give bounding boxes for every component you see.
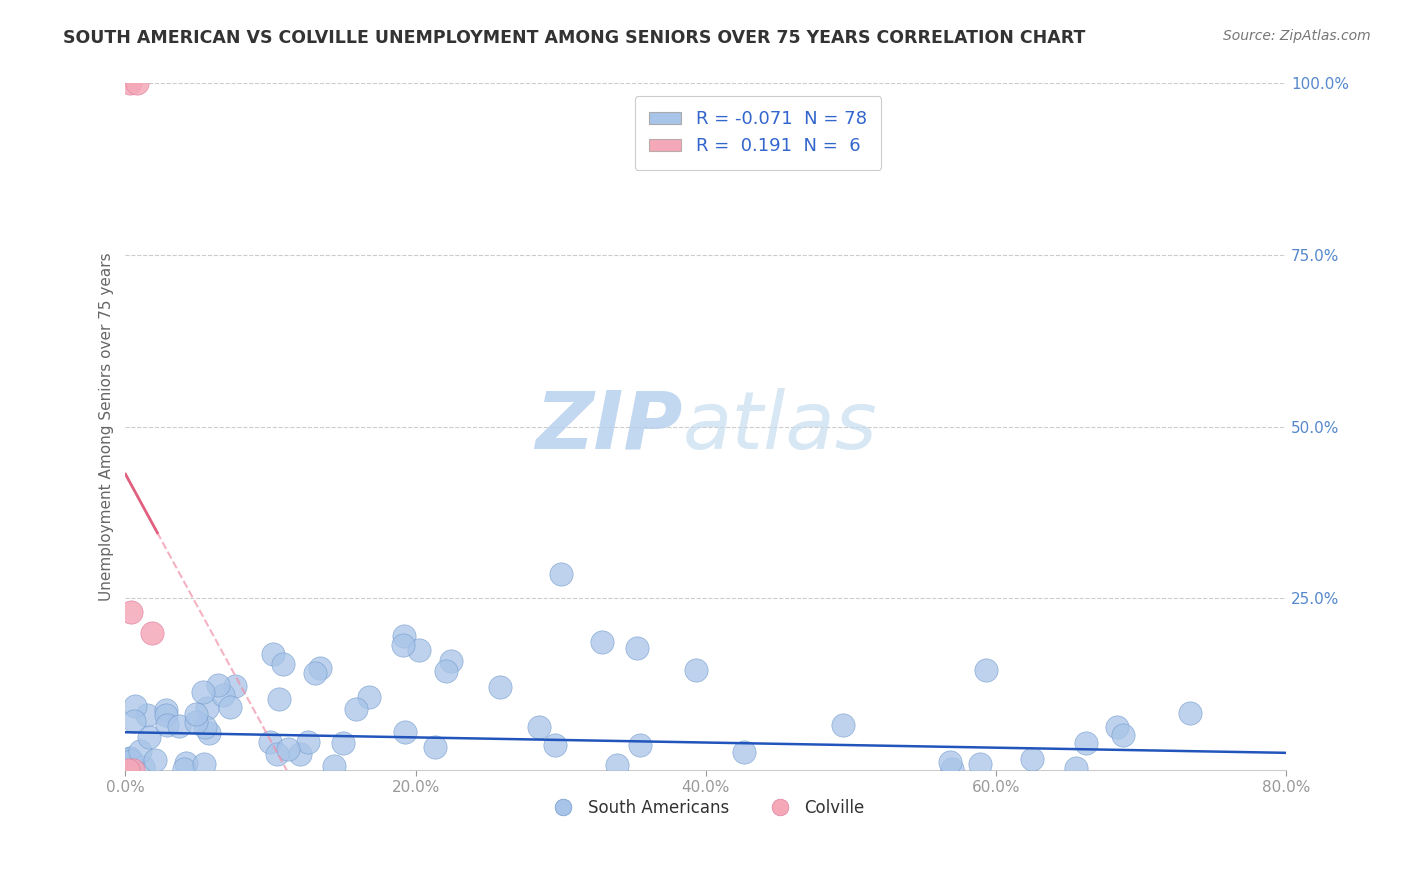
- Point: [1178, 706, 1201, 720]
- Point: [129, 744, 152, 758]
- Point: [155, 708, 177, 723]
- Point: [120, 605, 142, 619]
- Point: [550, 567, 572, 582]
- Point: [969, 757, 991, 772]
- Point: [125, 77, 148, 91]
- Point: [266, 747, 288, 761]
- Point: [207, 678, 229, 692]
- Point: [138, 731, 160, 745]
- Text: SOUTH AMERICAN VS COLVILLE UNEMPLOYMENT AMONG SENIORS OVER 75 YEARS CORRELATION : SOUTH AMERICAN VS COLVILLE UNEMPLOYMENT …: [63, 29, 1085, 46]
- Point: [974, 663, 997, 677]
- Point: [423, 739, 446, 754]
- Point: [118, 77, 141, 91]
- Point: [197, 726, 219, 740]
- Point: [434, 665, 457, 679]
- Point: [120, 754, 142, 768]
- Point: [194, 720, 217, 734]
- Point: [394, 629, 416, 643]
- Point: [626, 640, 648, 655]
- Point: [1074, 736, 1097, 750]
- Point: [685, 663, 707, 677]
- Point: [143, 753, 166, 767]
- Point: [193, 757, 215, 772]
- Point: [259, 734, 281, 748]
- Point: [124, 698, 146, 713]
- Point: [117, 756, 139, 771]
- Point: [1021, 752, 1043, 766]
- Point: [117, 763, 139, 777]
- Point: [212, 688, 235, 702]
- Point: [118, 752, 141, 766]
- Point: [269, 692, 291, 706]
- Point: [322, 759, 344, 773]
- Point: [346, 702, 368, 716]
- Y-axis label: Unemployment Among Seniors over 75 years: Unemployment Among Seniors over 75 years: [100, 252, 114, 601]
- Point: [173, 762, 195, 776]
- Point: [132, 760, 155, 774]
- Point: [218, 700, 240, 714]
- Point: [273, 657, 295, 671]
- Point: [115, 756, 138, 770]
- Point: [118, 752, 141, 766]
- Point: [359, 690, 381, 704]
- Point: [591, 635, 613, 649]
- Point: [831, 718, 853, 732]
- Point: [156, 718, 179, 732]
- Point: [332, 736, 354, 750]
- Point: [118, 752, 141, 766]
- Point: [529, 721, 551, 735]
- Legend: South Americans, Colville: South Americans, Colville: [540, 792, 872, 823]
- Point: [488, 680, 510, 694]
- Point: [606, 757, 628, 772]
- Point: [120, 759, 142, 773]
- Point: [141, 625, 163, 640]
- Point: [408, 642, 430, 657]
- Point: [174, 756, 197, 770]
- Point: [544, 738, 567, 752]
- Point: [297, 735, 319, 749]
- Point: [392, 638, 415, 652]
- Point: [120, 751, 142, 765]
- Point: [167, 719, 190, 733]
- Point: [122, 714, 145, 728]
- Point: [1111, 728, 1133, 742]
- Point: [121, 763, 143, 777]
- Text: atlas: atlas: [682, 388, 877, 466]
- Point: [195, 701, 218, 715]
- Point: [224, 679, 246, 693]
- Point: [277, 742, 299, 756]
- Text: Source: ZipAtlas.com: Source: ZipAtlas.com: [1223, 29, 1371, 43]
- Point: [628, 738, 651, 752]
- Point: [1105, 720, 1128, 734]
- Point: [191, 684, 214, 698]
- Point: [308, 660, 330, 674]
- Text: ZIP: ZIP: [536, 388, 682, 466]
- Point: [394, 725, 416, 739]
- Point: [135, 708, 157, 723]
- Point: [939, 755, 962, 769]
- Point: [941, 762, 963, 776]
- Point: [1066, 761, 1088, 775]
- Point: [120, 757, 142, 772]
- Point: [733, 745, 755, 759]
- Point: [118, 761, 141, 775]
- Point: [304, 666, 326, 681]
- Point: [288, 747, 311, 761]
- Point: [184, 715, 207, 730]
- Point: [115, 758, 138, 772]
- Point: [262, 647, 284, 661]
- Point: [121, 756, 143, 771]
- Point: [155, 703, 177, 717]
- Point: [184, 707, 207, 722]
- Point: [439, 654, 461, 668]
